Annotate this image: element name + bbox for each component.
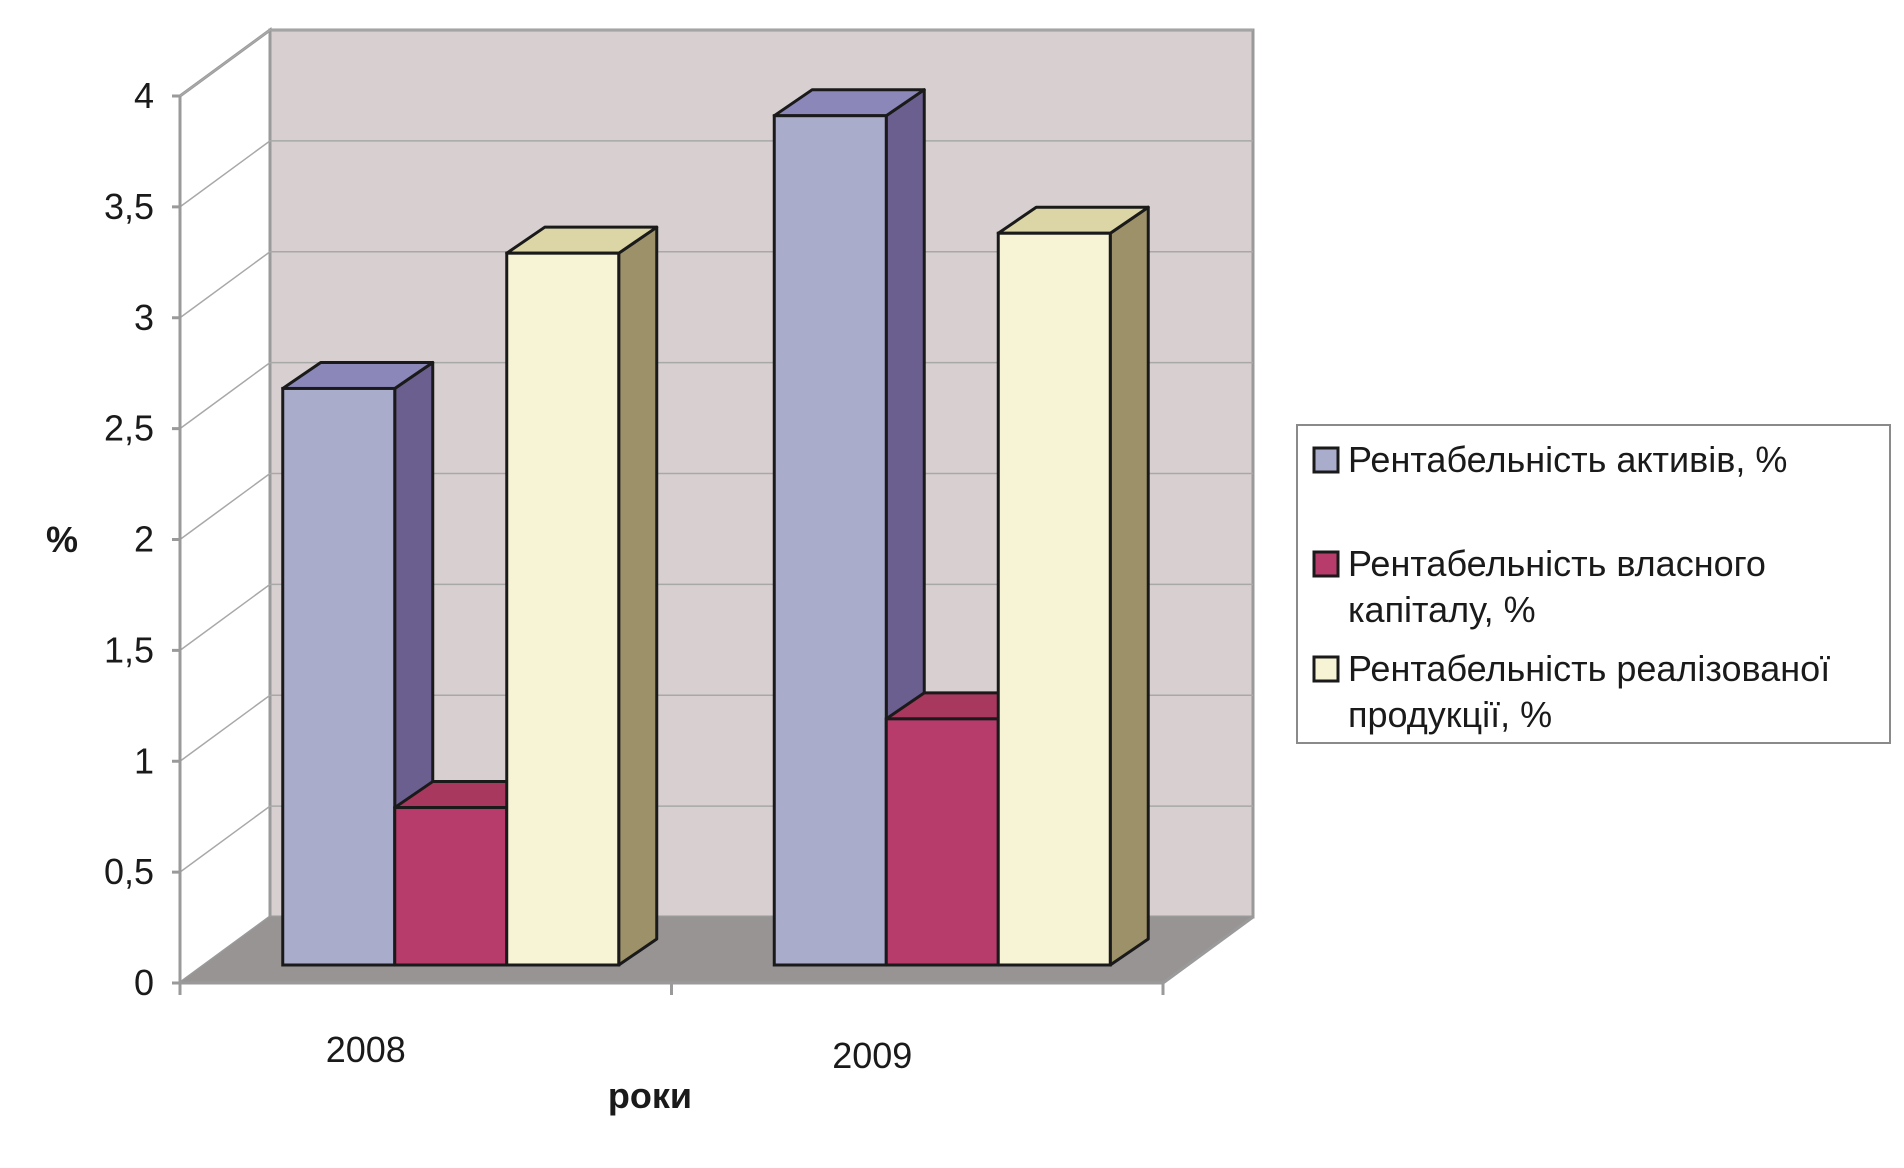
y-tick-label: 2,5 [104, 408, 154, 449]
x-tick-labels: 2008 2009 [326, 1029, 913, 1076]
y-tick-label: 4 [134, 75, 154, 116]
bar-front-face [281, 386, 397, 967]
bar-front-face [996, 231, 1112, 967]
legend-swatch-2 [1312, 550, 1340, 578]
y-tick-label: 3,5 [104, 186, 154, 227]
bar-side-face [617, 225, 659, 967]
y-tick-label: 0 [134, 962, 154, 1003]
bar-side-face [1108, 205, 1150, 967]
y-tick-label: 2 [134, 519, 154, 560]
bar-front-face [884, 717, 1000, 967]
legend-label-1: Рентабельність активів, % [1348, 439, 1787, 480]
y-tick-label: 3 [134, 297, 154, 338]
x-tick-label: 2009 [832, 1035, 912, 1076]
legend-box [1296, 424, 1891, 744]
bar-2008-series-3 [505, 225, 659, 967]
y-tick-labels: 0 0,5 1 1,5 2 2,5 3 3,5 4 [104, 75, 154, 1003]
y-tick-label: 0,5 [104, 851, 154, 892]
bar-2009-series-3 [996, 205, 1150, 967]
bar-front-face [772, 114, 888, 967]
y-axis-title: % [46, 519, 78, 560]
chart-bars [281, 88, 1150, 967]
legend-swatch-3 [1312, 655, 1340, 683]
legend-label-2: Рентабельність власного капіталу, % [1348, 543, 1766, 630]
floor-edge-line [1162, 915, 1254, 985]
legend-label-3: Рентабельність реалізованої продукції, % [1348, 648, 1830, 735]
chart-axes [172, 94, 1254, 995]
bar-front-face [393, 806, 509, 967]
y-tick-label: 1,5 [104, 629, 154, 670]
gridline [179, 29, 1253, 97]
legend: Рентабельність активів, % Рентабельність … [1296, 424, 1891, 744]
x-tick-label: 2008 [326, 1029, 406, 1070]
y-tick-label: 1 [134, 740, 154, 781]
bar-front-face [505, 251, 621, 967]
x-axis-title: роки [608, 1075, 692, 1116]
legend-swatch-1 [1312, 446, 1340, 474]
